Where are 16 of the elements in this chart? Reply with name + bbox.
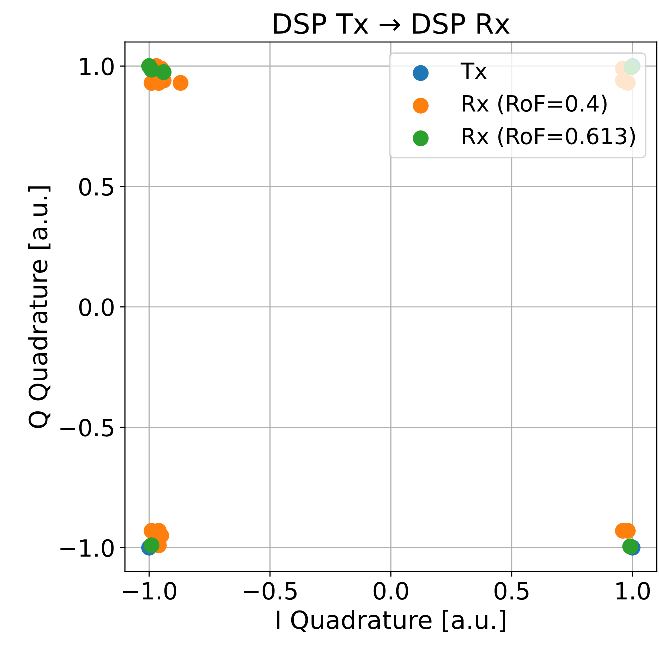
x-tick-label: 0.0 [374,582,408,600]
x-tick-label: 1.0 [616,582,650,600]
y-tick-label: −0.5 [60,418,114,437]
legend-label: Rx (RoF=0.613) [463,128,636,148]
x-tick-label: −1.0 [123,582,176,600]
x-tick-label: 0.5 [494,582,529,600]
y-tick-label: 0.5 [79,178,114,196]
x-tick-label: −0.5 [244,582,297,600]
x-axis-title: I Quadrature [a.u.] [277,610,506,632]
legend-label: Rx (RoF=0.4) [463,94,607,115]
y-tick-label: 0.0 [79,298,114,316]
y-tick-label: 1.0 [80,58,114,76]
chart-title: DSP Tx → DSP Rx [274,13,510,34]
legend-label: Tx [460,62,487,80]
y-tick-label: −1.0 [60,539,114,558]
y-axis-title: Q Quadrature [a.u.] [28,186,51,428]
